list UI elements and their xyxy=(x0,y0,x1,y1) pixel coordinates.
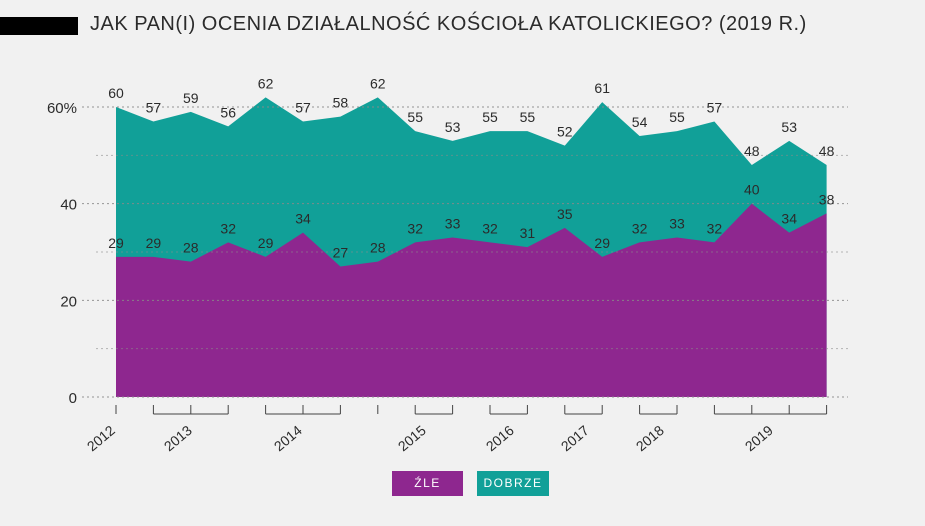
x-tick-label: 2018 xyxy=(633,422,667,454)
data-label-dobrze: 57 xyxy=(707,100,723,116)
data-label-zle: 29 xyxy=(258,235,274,251)
data-label-zle: 33 xyxy=(445,216,461,232)
data-label-dobrze: 62 xyxy=(258,75,274,91)
data-label-dobrze: 48 xyxy=(819,143,835,159)
data-label-dobrze: 55 xyxy=(669,109,685,125)
x-tick-label: 2016 xyxy=(483,422,517,454)
y-tick-label: 40 xyxy=(60,197,77,214)
series-area-zle xyxy=(116,203,827,397)
data-label-zle: 29 xyxy=(108,235,124,251)
data-label-zle: 32 xyxy=(482,220,498,236)
data-label-zle: 27 xyxy=(333,245,349,261)
data-label-zle: 34 xyxy=(295,211,311,227)
data-label-dobrze: 54 xyxy=(632,114,648,130)
data-label-zle: 28 xyxy=(183,240,199,256)
data-label-zle: 29 xyxy=(146,235,162,251)
data-label-zle: 32 xyxy=(632,220,648,236)
y-tick-label: 60% xyxy=(47,100,77,117)
x-tick-label: 2017 xyxy=(558,422,592,454)
data-label-dobrze: 61 xyxy=(594,80,610,96)
x-tick-label: 2015 xyxy=(395,422,429,454)
data-label-zle: 40 xyxy=(744,182,760,198)
y-tick-label: 0 xyxy=(69,390,77,407)
data-label-dobrze: 55 xyxy=(520,109,536,125)
data-label-dobrze: 57 xyxy=(146,100,162,116)
data-label-dobrze: 58 xyxy=(333,95,349,111)
data-label-dobrze: 55 xyxy=(407,109,423,125)
chart-title: JAK PAN(I) OCENIA DZIAŁALNOŚĆ KOŚCIOŁA K… xyxy=(90,13,807,35)
x-tick-label: 2012 xyxy=(84,422,118,454)
data-label-zle: 35 xyxy=(557,206,573,222)
x-tick-label: 2019 xyxy=(742,422,776,454)
data-label-zle: 32 xyxy=(707,220,723,236)
data-label-zle: 29 xyxy=(594,235,610,251)
data-label-zle: 32 xyxy=(220,220,236,236)
data-label-zle: 31 xyxy=(520,225,536,241)
data-label-dobrze: 59 xyxy=(183,90,199,106)
data-label-zle: 34 xyxy=(781,211,797,227)
data-label-dobrze: 53 xyxy=(781,119,797,135)
legend-item-zle: ŹLE xyxy=(392,471,463,496)
data-label-zle: 38 xyxy=(819,191,835,207)
data-label-dobrze: 62 xyxy=(370,75,386,91)
data-label-dobrze: 57 xyxy=(295,100,311,116)
data-label-zle: 28 xyxy=(370,240,386,256)
y-tick-label: 20 xyxy=(60,293,77,310)
data-label-dobrze: 53 xyxy=(445,119,461,135)
data-label-dobrze: 60 xyxy=(108,85,124,101)
title-accent-bar xyxy=(0,17,78,35)
x-tick-label: 2014 xyxy=(271,422,305,454)
data-label-dobrze: 48 xyxy=(744,143,760,159)
legend-item-dobrze: DOBRZE xyxy=(477,471,549,496)
data-label-dobrze: 56 xyxy=(220,104,236,120)
x-tick-label: 2013 xyxy=(161,422,195,454)
data-label-dobrze: 52 xyxy=(557,124,573,140)
data-label-zle: 32 xyxy=(407,220,423,236)
data-label-zle: 33 xyxy=(669,216,685,232)
data-label-dobrze: 55 xyxy=(482,109,498,125)
